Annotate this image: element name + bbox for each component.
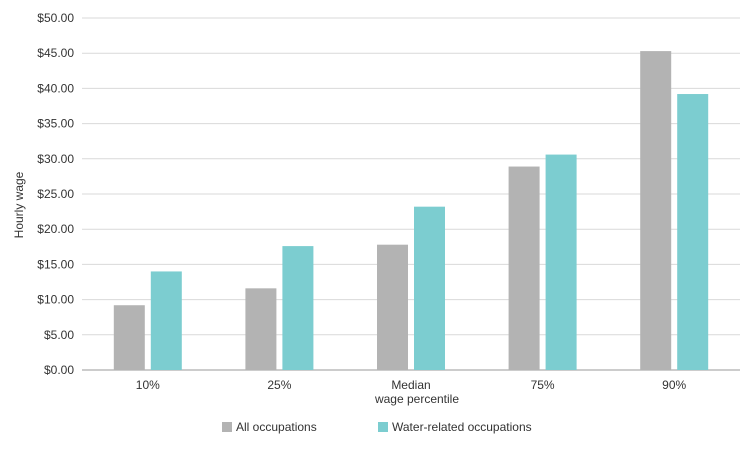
y-tick-label: $40.00 [37,81,74,95]
legend-swatch [378,422,388,432]
legend-label: All occupations [236,420,317,434]
bar-water-related-occupations [677,94,709,371]
x-tick-labels: 10% 25% Median 75% 90% [136,378,687,392]
bar-water-related-occupations [150,271,182,370]
y-tick-label: $25.00 [37,187,74,201]
x-tick-label: Median [391,378,430,392]
x-axis-title: wage percentile [374,392,459,406]
bar-water-related-occupations [414,206,445,370]
bar-all-occupations [377,244,408,370]
x-tick-label: 75% [531,378,555,392]
legend-swatch [222,422,232,432]
legend-label: Water-related occupations [392,420,532,434]
bar-water-related-occupations [282,246,314,370]
x-tick-label: 90% [662,378,686,392]
y-tick-label: $30.00 [37,152,74,166]
bar-water-related-occupations [545,154,577,370]
y-tick-label: $45.00 [37,46,74,60]
y-tick-label: $5.00 [44,328,74,342]
bar-all-occupations [245,288,277,370]
y-tick-label: $35.00 [37,117,74,131]
bar-all-occupations [113,305,145,370]
bar-all-occupations [508,166,540,370]
bar-all-occupations [640,51,672,370]
x-tick-label: 25% [267,378,291,392]
bars [113,51,709,371]
x-tick-label: 10% [136,378,160,392]
y-tick-label: $0.00 [44,363,74,377]
gridlines [82,17,740,371]
y-tick-label: $10.00 [37,293,74,307]
y-tick-labels: $0.00 $5.00 $10.00 $15.00 $20.00 $25.00 $30.00… [37,11,74,377]
legend: All occupations Water-related occupations [222,420,532,434]
y-tick-label: $15.00 [37,257,74,271]
y-tick-label: $20.00 [37,222,74,236]
y-tick-label: $50.00 [37,11,74,25]
y-axis-title: Hourly wage [12,171,26,238]
